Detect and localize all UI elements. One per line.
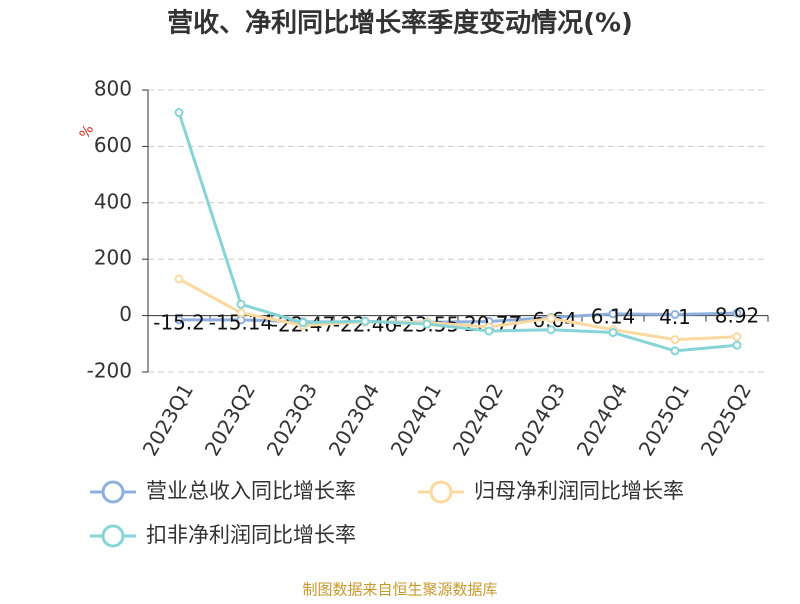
series-line [178, 277, 738, 342]
data-label: 6.14 [591, 304, 636, 328]
x-tick-label: 2023Q3 [262, 379, 322, 460]
point [670, 309, 680, 319]
series-line [178, 311, 738, 324]
y-tick-label: 0 [119, 302, 132, 326]
point [608, 328, 618, 338]
y-tick-label: -200 [87, 359, 132, 383]
point [732, 332, 742, 342]
x-tick-label: 2023Q1 [138, 379, 198, 460]
point [670, 346, 680, 356]
x-tick-label: 2024Q1 [386, 379, 446, 460]
point [670, 335, 680, 345]
legend-label: 营业总收入同比增长率 [146, 479, 356, 503]
point [236, 299, 246, 309]
point [546, 313, 556, 323]
x-tick-label: 2024Q2 [448, 379, 508, 460]
point [174, 108, 184, 118]
x-tick-label: 2023Q4 [324, 379, 384, 460]
point [422, 319, 432, 329]
data-label: -15.2 [153, 310, 205, 334]
x-tick-label: 2025Q1 [634, 379, 694, 460]
point [174, 274, 184, 284]
point [174, 315, 184, 325]
point [608, 309, 618, 319]
point [298, 318, 308, 328]
source: 制图数据来自恒生聚源数据库 [302, 581, 497, 599]
point [732, 308, 742, 318]
legend-marker [429, 480, 453, 504]
point [236, 308, 246, 318]
legend-marker [101, 524, 125, 548]
y-tick-label: 600 [94, 133, 132, 157]
point [546, 325, 556, 335]
legend-label: 归母净利润同比增长率 [474, 479, 684, 503]
x-tick-label: 2023Q2 [200, 379, 260, 460]
point [360, 316, 370, 326]
y-tick-label: 200 [94, 246, 132, 270]
y-tick-label: 800 [94, 77, 132, 101]
data-label: 4.1 [659, 305, 691, 329]
x-tick-label: 2024Q3 [510, 379, 570, 460]
x-tick-label: 2025Q2 [696, 379, 756, 460]
x-tick-label: 2024Q4 [572, 379, 632, 460]
series-line [177, 112, 738, 353]
legend-marker [101, 480, 125, 504]
point [484, 326, 494, 336]
point [732, 340, 742, 350]
data-label: 8.92 [715, 304, 760, 328]
legend-label: 扣非净利润同比增长率 [146, 523, 356, 547]
y-tick-label: 400 [94, 189, 132, 213]
chart-title: 营收、净利同比增长率季度变动情况(%) [167, 8, 633, 39]
